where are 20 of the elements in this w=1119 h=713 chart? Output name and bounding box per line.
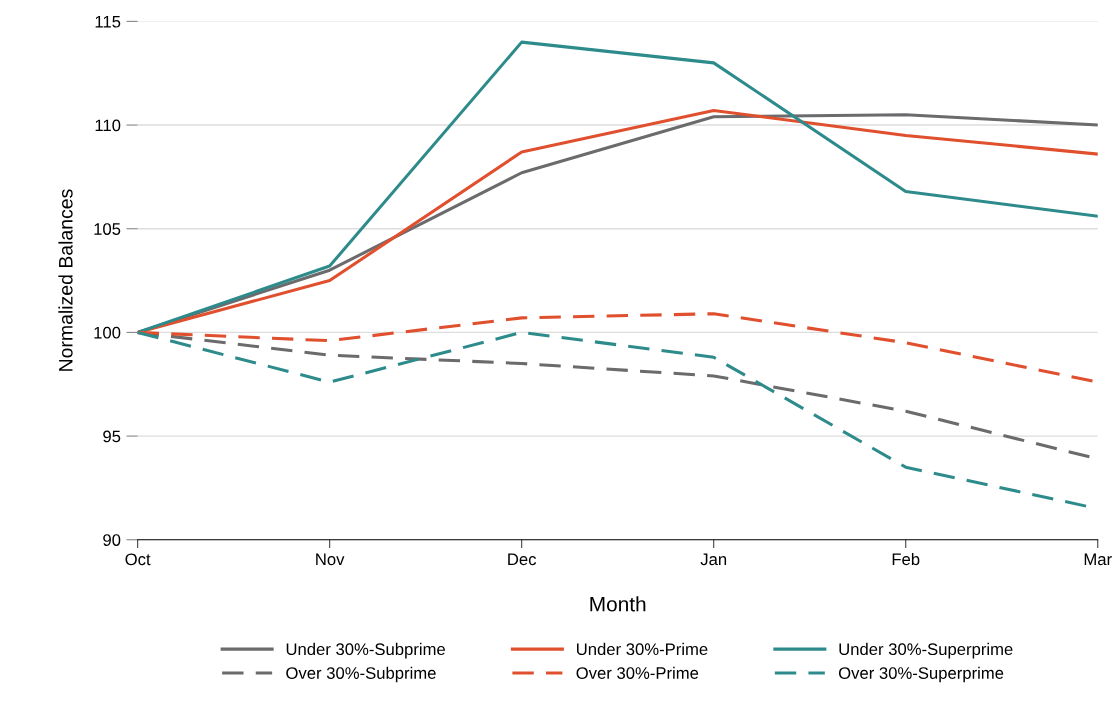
y-tick-label: 105 — [94, 223, 121, 235]
legend-label: Over 30%-Superprime — [838, 666, 1004, 683]
x-tick-label: Feb — [892, 552, 920, 566]
y-tick-label: 95 — [103, 430, 121, 443]
x-axis-title: Month — [590, 596, 646, 612]
y-tick-label: 115 — [95, 15, 121, 28]
legend-label: Under 30%-Subprime — [286, 642, 445, 659]
x-tick-label: Oct — [125, 553, 151, 566]
legend-label: Under 30%-Superprime — [839, 642, 1013, 659]
x-tick-label: Mar — [1084, 553, 1112, 566]
legend-label: Over 30%-Prime — [576, 666, 699, 679]
x-tick-label: Dec — [508, 553, 537, 566]
x-tick-label: Jan — [700, 553, 727, 566]
legend-label: Over 30%-Subprime — [286, 666, 436, 683]
legend-label: Under 30%-Prime — [577, 642, 708, 656]
y-axis-title: Normalized Balances — [58, 189, 73, 371]
x-tick-label: Nov — [316, 553, 345, 566]
y-tick-label: 100 — [94, 326, 121, 339]
y-tick-label: 90 — [103, 534, 121, 546]
y-tick-label: 110 — [95, 119, 121, 132]
